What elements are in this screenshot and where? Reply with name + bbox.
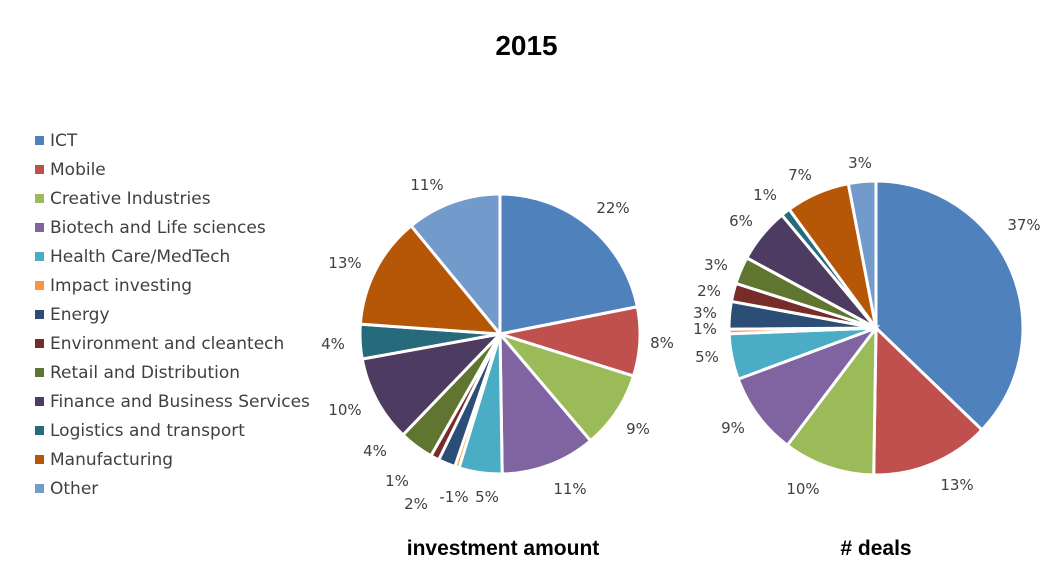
data-label: 9% <box>626 420 650 438</box>
legend-swatch <box>35 484 44 493</box>
pie-slice-ict <box>874 179 1025 432</box>
legend-label: Logistics and transport <box>50 420 245 441</box>
legend-label: Health Care/MedTech <box>50 246 231 267</box>
legend-label: Manufacturing <box>50 449 174 470</box>
pie-slice-other <box>409 192 502 339</box>
data-label: 7% <box>788 166 812 184</box>
legend-item: Creative Industries <box>35 184 310 213</box>
pie-slice-biotech-and-life-sciences <box>498 329 593 476</box>
pie-subtitle-deals: # deals <box>840 537 912 560</box>
data-label: 5% <box>475 488 499 506</box>
legend-label: Impact investing <box>50 275 193 296</box>
data-label: 10% <box>786 480 819 498</box>
legend-label: ICT <box>50 130 78 151</box>
data-label: 10% <box>328 401 361 419</box>
data-label: 22% <box>596 199 629 217</box>
data-label: 3% <box>704 256 728 274</box>
legend-label: Energy <box>50 304 110 325</box>
legend-swatch <box>35 339 44 348</box>
legend-item: Other <box>35 474 310 503</box>
data-label: 13% <box>940 476 973 494</box>
legend-item: Energy <box>35 300 310 329</box>
legend-swatch <box>35 310 44 319</box>
data-label: 8% <box>650 334 674 352</box>
legend-swatch <box>35 368 44 377</box>
legend-item: Finance and Business Services <box>35 387 310 416</box>
chart-title: 2015 <box>495 30 558 61</box>
legend-swatch <box>35 194 44 203</box>
legend-swatch <box>35 455 44 464</box>
data-label: 1% <box>693 320 717 338</box>
legend-label: Finance and Business Services <box>50 391 310 412</box>
data-label: -1% <box>439 488 468 506</box>
data-label: 4% <box>321 335 345 353</box>
data-label: 11% <box>553 480 586 498</box>
data-label: 1% <box>385 472 409 490</box>
legend-swatch <box>35 281 44 290</box>
legend-label: Mobile <box>50 159 106 180</box>
pie-slice-finance-and-business-services <box>360 331 505 438</box>
legend-label: Retail and Distribution <box>50 362 241 383</box>
pie-slice-mobile <box>872 324 985 477</box>
legend-swatch <box>35 426 44 435</box>
data-label: 2% <box>404 495 428 513</box>
legend-swatch <box>35 252 44 261</box>
data-label: 3% <box>848 154 872 172</box>
data-label: 9% <box>721 419 745 437</box>
legend-item: Health Care/MedTech <box>35 242 310 271</box>
data-label: 11% <box>410 176 443 194</box>
legend-item: Mobile <box>35 155 310 184</box>
legend-label: Other <box>50 478 99 499</box>
data-label: 6% <box>729 212 753 230</box>
legend-item: Impact investing <box>35 271 310 300</box>
data-label: 3% <box>693 304 717 322</box>
legend-item: ICT <box>35 126 310 155</box>
data-label: 13% <box>328 254 361 272</box>
legend-item: Biotech and Life sciences <box>35 213 310 242</box>
data-label: 1% <box>753 186 777 204</box>
legend-swatch <box>35 397 44 406</box>
legend-label: Biotech and Life sciences <box>50 217 266 238</box>
data-label: 2% <box>697 282 721 300</box>
legend: ICT Mobile Creative Industries Biotech and … <box>35 126 310 503</box>
legend-swatch <box>35 165 44 174</box>
pie-subtitle-investment: investment amount <box>406 537 600 560</box>
pie-slice-biotech-and-life-sciences <box>736 324 881 448</box>
pie-slice-ict <box>498 192 640 336</box>
legend-item: Environment and cleantech <box>35 329 310 358</box>
data-label: 37% <box>1007 216 1040 234</box>
legend-swatch <box>35 223 44 232</box>
pie-slice-other <box>846 179 878 329</box>
legend-label: Environment and cleantech <box>50 333 285 354</box>
pie-slice-manufacturing <box>358 223 504 336</box>
data-label: 4% <box>363 442 387 460</box>
legend-item: Manufacturing <box>35 445 310 474</box>
legend-swatch <box>35 136 44 145</box>
legend-item: Logistics and transport <box>35 416 310 445</box>
legend-item: Retail and Distribution <box>35 358 310 387</box>
pie-slice-creative-industries <box>785 323 878 477</box>
legend-label: Creative Industries <box>50 188 211 209</box>
data-label: 5% <box>695 348 719 366</box>
